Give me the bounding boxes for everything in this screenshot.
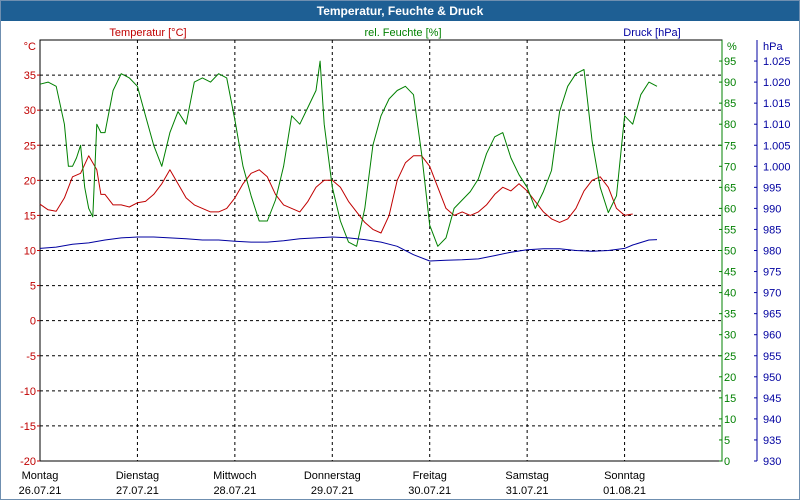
pressure-tick-label: 1.015 xyxy=(763,98,791,110)
temperature-tick-label: 10 xyxy=(24,246,36,258)
pressure-tick-label: 945 xyxy=(763,393,781,405)
temperature-tick-label: 30 xyxy=(24,105,36,117)
humidity-tick-label: 50 xyxy=(724,246,736,258)
humidity-tick-label: 5 xyxy=(724,435,730,447)
pressure-tick-label: 1.010 xyxy=(763,119,791,131)
humidity-tick-label: 15 xyxy=(724,393,736,405)
temperature-tick-label: -10 xyxy=(20,386,36,398)
pressure-tick-label: 960 xyxy=(763,330,781,342)
day-date-label: 27.07.21 xyxy=(116,485,159,497)
day-date-label: 29.07.21 xyxy=(311,485,354,497)
pressure-tick-labels: 930 935 940 945 950 955 960 965 970 975 980 985 990 9… xyxy=(754,56,791,468)
temperature-tick-label: -5 xyxy=(26,351,36,363)
humidity-tick-label: 90 xyxy=(724,77,736,89)
pressure-tick-label: 965 xyxy=(763,309,781,321)
pressure-tick-label: 930 xyxy=(763,456,781,468)
pressure-tick-label: 990 xyxy=(763,203,781,215)
pressure-tick-label: 1.005 xyxy=(763,140,791,152)
pressure-tick-label: 985 xyxy=(763,224,781,236)
humidity-tick-label: 75 xyxy=(724,140,736,152)
temperature-tick-label: 0 xyxy=(30,316,36,328)
pressure-tick-label: 975 xyxy=(763,267,781,279)
day-date-label: 28.07.21 xyxy=(213,485,256,497)
humidity-tick-label: 20 xyxy=(724,372,736,384)
humidity-tick-label: 25 xyxy=(724,351,736,363)
humidity-line xyxy=(39,60,658,247)
pressure-unit: hPa xyxy=(763,41,783,53)
pressure-line xyxy=(39,236,658,262)
humidity-tick-label: 35 xyxy=(724,309,736,321)
pressure-tick-label: 995 xyxy=(763,182,781,194)
humidity-tick-label: 40 xyxy=(724,288,736,300)
temperature-tick-label: -20 xyxy=(20,456,36,468)
humidity-tick-label: 60 xyxy=(724,203,736,215)
day-name-label: Dienstag xyxy=(116,470,159,482)
pressure-tick-label: 1.025 xyxy=(763,56,791,68)
pressure-tick-label: 980 xyxy=(763,246,781,258)
temperature-tick-label: 35 xyxy=(24,70,36,82)
day-date-label: 26.07.21 xyxy=(19,485,62,497)
humidity-axis-label: rel. Feuchte [%] xyxy=(364,27,441,39)
humidity-tick-labels: 0 5 10 15 20 25 30 35 40 45 50 55 60 65 70 75 80 85 90 95 xyxy=(719,56,736,468)
temperature-tick-label: 5 xyxy=(30,281,36,293)
temperature-tick-label: -15 xyxy=(20,421,36,433)
temperature-tick-label: 25 xyxy=(24,140,36,152)
pressure-tick-label: 935 xyxy=(763,435,781,447)
temperature-tick-label: 15 xyxy=(24,210,36,222)
temperature-tick-labels: -20 -15 -10 -5 0 5 10 15 20 25 30 35 xyxy=(20,70,40,468)
humidity-tick-label: 70 xyxy=(724,161,736,173)
humidity-tick-label: 0 xyxy=(724,456,730,468)
day-name-label: Montag xyxy=(22,470,59,482)
day-date-label: 30.07.21 xyxy=(408,485,451,497)
pressure-tick-label: 940 xyxy=(763,414,781,426)
day-labels: Montag 26.07.21 Dienstag 27.07.21 Mittwoch 28… xyxy=(19,470,646,497)
day-name-label: Samstag xyxy=(505,470,548,482)
temperature-tick-label: 20 xyxy=(24,175,36,187)
temperature-line xyxy=(39,155,633,234)
humidity-tick-label: 30 xyxy=(724,330,736,342)
humidity-tick-label: 65 xyxy=(724,182,736,194)
day-name-label: Freitag xyxy=(413,470,447,482)
chart-grid xyxy=(40,40,722,461)
pressure-tick-label: 970 xyxy=(763,288,781,300)
day-name-label: Mittwoch xyxy=(213,470,256,482)
day-date-label: 31.07.21 xyxy=(506,485,549,497)
day-name-label: Donnerstag xyxy=(304,470,361,482)
day-date-label: 01.08.21 xyxy=(603,485,646,497)
pressure-tick-label: 1.000 xyxy=(763,161,791,173)
humidity-tick-label: 80 xyxy=(724,119,736,131)
humidity-tick-label: 95 xyxy=(724,56,736,68)
pressure-axis-label: Druck [hPa] xyxy=(623,27,680,39)
chart-series xyxy=(39,60,658,262)
humidity-unit: % xyxy=(727,41,737,53)
temperature-unit: °C xyxy=(24,41,36,53)
window-title: Temperatur, Feuchte & Druck xyxy=(1,1,799,21)
pressure-tick-label: 955 xyxy=(763,351,781,363)
humidity-tick-label: 45 xyxy=(724,267,736,279)
humidity-tick-label: 10 xyxy=(724,414,736,426)
pressure-tick-label: 1.020 xyxy=(763,77,791,89)
day-name-label: Sonntag xyxy=(604,470,645,482)
humidity-tick-label: 55 xyxy=(724,224,736,236)
pressure-tick-label: 950 xyxy=(763,372,781,384)
temperature-axis-label: Temperatur [°C] xyxy=(109,27,186,39)
humidity-tick-label: 85 xyxy=(724,98,736,110)
